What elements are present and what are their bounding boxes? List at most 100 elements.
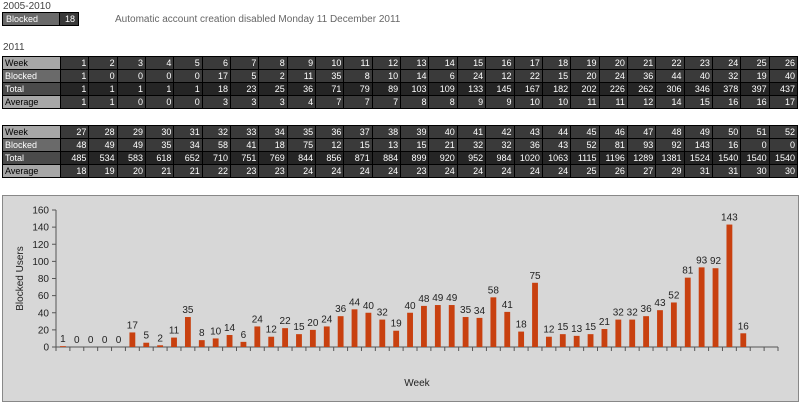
table-cell: 24 xyxy=(343,164,373,178)
table-cell: 58 xyxy=(201,138,232,152)
table-cell: 182 xyxy=(541,82,572,96)
y-tick-label: 120 xyxy=(32,240,49,251)
table-cell: 42 xyxy=(485,125,515,139)
table-cell: 262 xyxy=(626,82,657,96)
bar xyxy=(240,341,247,347)
table-cell: 20 xyxy=(570,69,600,83)
table-cell: 226 xyxy=(598,82,628,96)
table-cell: 202 xyxy=(570,82,600,96)
table-cell: 3 xyxy=(230,95,260,109)
table-cell: 769 xyxy=(258,151,288,165)
table-cell: 45 xyxy=(570,125,600,139)
table-cell: 24 xyxy=(541,164,572,178)
table-cell: 952 xyxy=(456,151,487,165)
table-cell: 397 xyxy=(740,82,770,96)
bar xyxy=(198,340,205,347)
table-cell: 7 xyxy=(230,56,260,70)
table-cell: 9 xyxy=(485,95,515,109)
table-cell: 984 xyxy=(485,151,515,165)
table-cell: 93 xyxy=(626,138,657,152)
table-row-week: Week 27 28 29 30 31 32 33 34 35 36 37 38 39 40 41 42 43 44… xyxy=(2,125,799,139)
table-cell: 31 xyxy=(683,164,713,178)
table-cell: 2 xyxy=(258,69,288,83)
data-label: 0 xyxy=(116,335,122,346)
data-label: 41 xyxy=(502,300,514,311)
table-cell: 18 xyxy=(258,138,288,152)
data-label: 21 xyxy=(599,317,611,328)
data-label: 19 xyxy=(391,319,403,330)
table-cell: 24 xyxy=(315,164,345,178)
bar xyxy=(129,332,136,347)
weekly-table-2: Week 27 28 29 30 31 32 33 34 35 36 37 38 39 40 41 42 43 44… xyxy=(2,125,799,178)
table-cell: 0 xyxy=(768,138,799,152)
table-cell: 23 xyxy=(258,164,288,178)
table-cell: 583 xyxy=(116,151,147,165)
bar xyxy=(629,319,636,347)
table-cell: 49 xyxy=(683,125,713,139)
data-label: 40 xyxy=(404,301,416,312)
table-cell: 12 xyxy=(485,69,515,83)
table-cell: 1020 xyxy=(513,151,543,165)
bar xyxy=(171,337,177,347)
table-cell: 47 xyxy=(626,125,657,139)
table-cell: 12 xyxy=(315,138,345,152)
table-cell: 32 xyxy=(485,138,515,152)
table-cell: 41 xyxy=(230,138,260,152)
data-label: 75 xyxy=(529,271,541,282)
table-cell: 16 xyxy=(740,95,770,109)
table-cell: 17 xyxy=(201,69,232,83)
table-cell: 13 xyxy=(371,138,402,152)
table-row-total: Total 485 534 583 618 652 710 751 769 844 856 871 88… xyxy=(2,151,799,165)
table-cell: 167 xyxy=(513,82,543,96)
data-label: 10 xyxy=(210,326,222,337)
table-cell: 27 xyxy=(59,125,90,139)
blocked-label: Blocked xyxy=(2,12,60,26)
table-cell: 37 xyxy=(343,125,373,139)
table-cell: 24 xyxy=(513,164,543,178)
y-tick-label: 60 xyxy=(38,291,50,302)
bar xyxy=(268,336,275,347)
table-cell: 46 xyxy=(598,125,628,139)
table-cell: 0 xyxy=(740,138,770,152)
table-row-average: Average 18 19 20 21 21 22 23 23 24 24 24 24 23 24 24 24 2… xyxy=(2,164,799,178)
table-row-blocked: Blocked 48 49 49 35 34 58 41 18 75 12 15 13 15 21 32 32 3… xyxy=(2,138,799,152)
table-cell: 109 xyxy=(428,82,458,96)
table-cell: 16 xyxy=(485,56,515,70)
bar xyxy=(184,317,191,347)
table-cell: 7 xyxy=(371,95,402,109)
table-cell: 24 xyxy=(485,164,515,178)
data-label: 6 xyxy=(241,330,247,341)
table-cell: 24 xyxy=(456,164,487,178)
data-label: 81 xyxy=(682,266,694,277)
table-cell: 19 xyxy=(88,164,118,178)
data-label: 8 xyxy=(199,328,205,339)
table-cell: 31 xyxy=(711,164,742,178)
bar xyxy=(726,224,733,347)
table-cell: 19 xyxy=(570,56,600,70)
table-cell: 34 xyxy=(173,138,203,152)
table-cell: 12 xyxy=(626,95,657,109)
data-label: 35 xyxy=(460,305,472,316)
bar xyxy=(670,302,677,347)
data-label: 35 xyxy=(182,305,194,316)
table-cell: 1 xyxy=(59,69,90,83)
table-row-total: Total 1 1 1 1 1 18 23 25 36 71 79 89 103 109 133 145 167 1… xyxy=(2,82,799,96)
table-cell: 0 xyxy=(173,69,203,83)
bar xyxy=(337,316,344,347)
bar xyxy=(254,326,261,347)
table-cell: 15 xyxy=(683,95,713,109)
bar xyxy=(434,305,441,347)
table-cell: 871 xyxy=(343,151,373,165)
table-cell: 41 xyxy=(456,125,487,139)
data-label: 93 xyxy=(696,255,708,266)
table-cell: 133 xyxy=(456,82,487,96)
account-creation-note: Automatic account creation disabled Mond… xyxy=(115,14,401,25)
row-label-average: Average xyxy=(2,95,61,109)
data-label: 32 xyxy=(377,308,389,319)
table-cell: 14 xyxy=(428,56,458,70)
bar xyxy=(282,328,289,347)
data-label: 143 xyxy=(721,213,738,224)
table-cell: 5 xyxy=(230,69,260,83)
blocked-value: 18 xyxy=(59,12,79,26)
